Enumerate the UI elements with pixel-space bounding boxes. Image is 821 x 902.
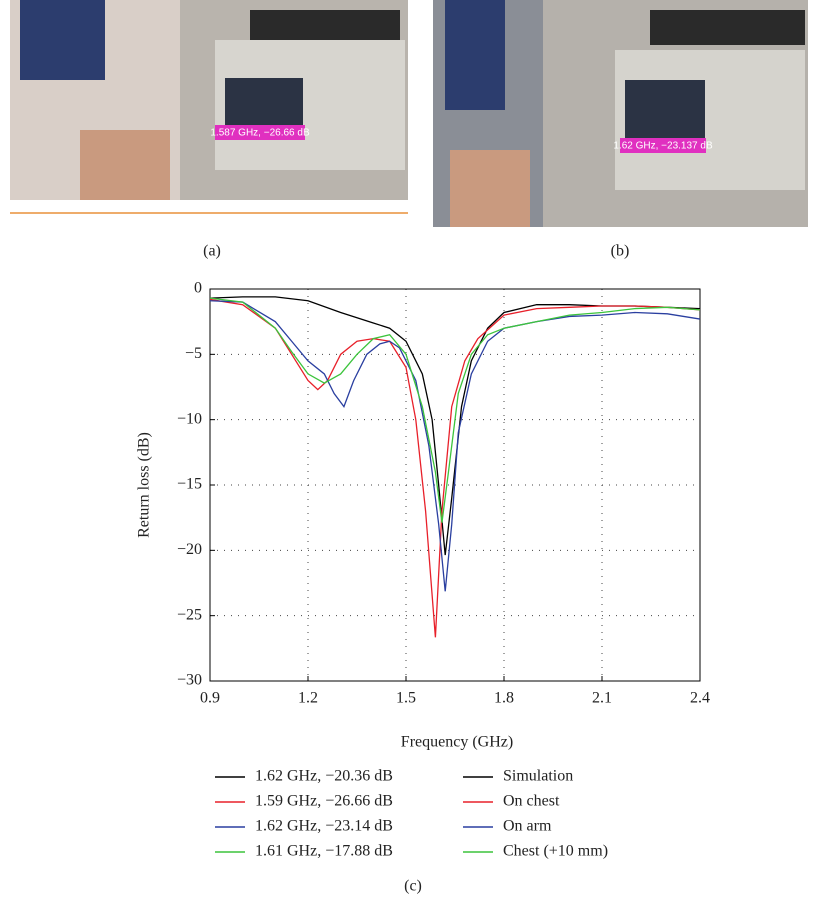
y-tick-label: −5: [185, 345, 202, 362]
photo-b: [433, 0, 808, 227]
legend-label: On arm: [503, 818, 552, 835]
photo-b-label: 1.62 GHz, −23.137 dB: [613, 141, 713, 152]
plot-frame: [209, 288, 701, 682]
legend-label: On chest: [503, 793, 560, 810]
legend-label: Chest (+10 mm): [503, 843, 608, 860]
series-line: [209, 300, 701, 592]
panel-label: (a): [203, 243, 221, 260]
series-line: [209, 296, 701, 556]
x-axis-label: Frequency (GHz): [401, 734, 513, 751]
legend-annotation: 1.62 GHz, −20.36 dB: [255, 768, 393, 785]
x-tick-label: 1.8: [494, 690, 514, 707]
x-tick-label: 2.1: [592, 690, 612, 707]
x-tick-label: 0.9: [200, 690, 220, 707]
y-tick-label: −20: [177, 541, 202, 558]
legend-annotation: 1.61 GHz, −17.88 dB: [255, 843, 393, 860]
panel-label: (c): [404, 878, 422, 895]
series-line: [209, 297, 701, 523]
x-tick-label: 1.2: [298, 690, 318, 707]
x-tick-label: 1.5: [396, 690, 416, 707]
y-tick-label: −25: [177, 606, 202, 623]
legend-annotation: 1.59 GHz, −26.66 dB: [255, 793, 393, 810]
y-tick-label: −15: [177, 476, 202, 493]
legend-annotation: 1.62 GHz, −23.14 dB: [255, 818, 393, 835]
panel-label: (b): [611, 243, 630, 260]
y-tick-label: −10: [177, 410, 202, 427]
y-tick-label: −30: [177, 672, 202, 689]
legend-label: Simulation: [503, 768, 573, 785]
chart: Frequency (GHz) Return loss (dB) 0.9 1.2 1…: [136, 280, 710, 860]
series-line: [209, 298, 701, 638]
photo-a: [10, 0, 408, 200]
y-tick-label: 0: [194, 280, 202, 297]
photo-a-label: 1.587 GHz, −26.66 dB: [210, 128, 310, 139]
x-tick-label: 2.4: [690, 690, 710, 707]
y-axis-label: Return loss (dB): [136, 432, 153, 538]
